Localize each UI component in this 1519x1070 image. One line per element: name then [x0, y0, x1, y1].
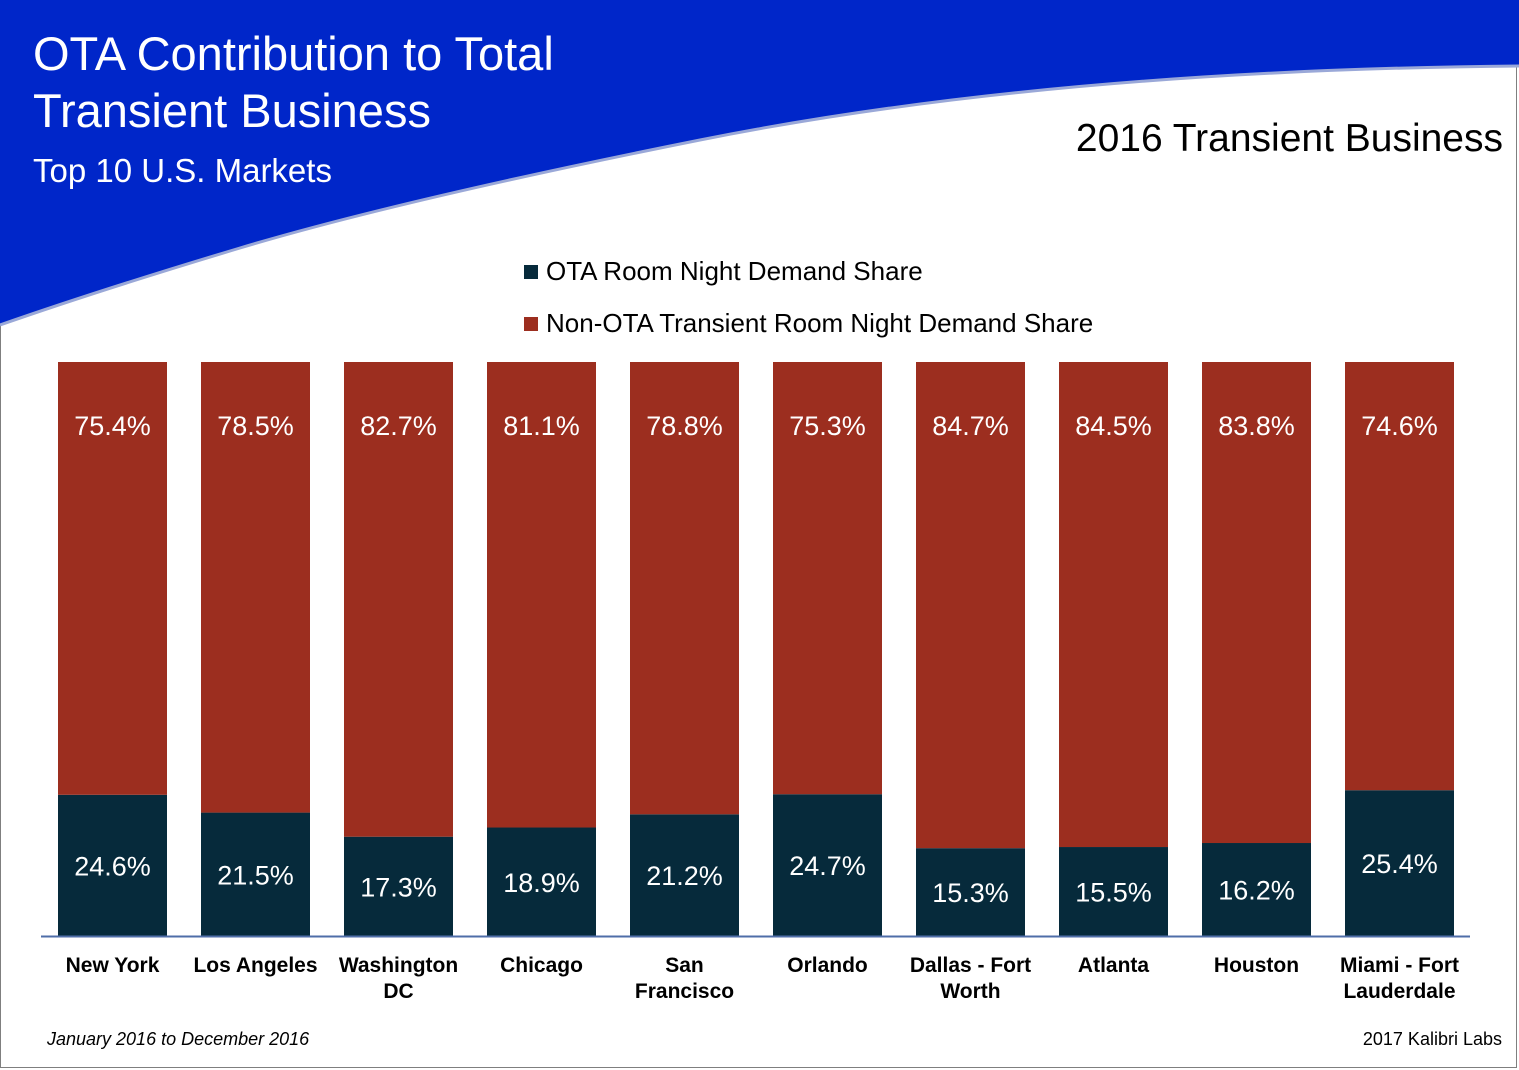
- data-label-ota-7: 15.5%: [1075, 878, 1152, 908]
- category-label-0: New York: [66, 954, 160, 977]
- category-label-7: Atlanta: [1078, 954, 1149, 977]
- category-label-2: Washington: [339, 954, 458, 977]
- bar-non-ota-6: [916, 362, 1025, 849]
- category-label-1: Los Angeles: [193, 954, 317, 977]
- bar-ota-9: [1345, 790, 1454, 936]
- chart-subtitle: Top 10 U.S. Markets: [33, 152, 332, 189]
- section-title: 2016 Transient Business: [1075, 117, 1503, 160]
- chart-title-line-1: OTA Contribution to Total: [33, 27, 554, 80]
- bar-ota-6: [916, 848, 1025, 936]
- data-label-non-ota-0: 75.4%: [74, 411, 151, 441]
- legend-item-non-ota: Non-OTA Transient Room Night Demand Shar…: [524, 308, 1093, 339]
- data-label-non-ota-7: 84.5%: [1075, 411, 1152, 441]
- category-label-8: Houston: [1214, 954, 1299, 977]
- category-label-3: Chicago: [500, 954, 583, 977]
- data-label-ota-8: 16.2%: [1218, 876, 1295, 906]
- bar-ota-8: [1202, 843, 1311, 936]
- bar-non-ota-1: [201, 362, 310, 813]
- bar-ota-5: [773, 794, 882, 936]
- bar-ota-7: [1059, 847, 1168, 936]
- data-label-non-ota-2: 82.7%: [360, 411, 437, 441]
- bar-non-ota-9: [1345, 362, 1454, 791]
- bar-ota-3: [487, 827, 596, 936]
- data-label-ota-4: 21.2%: [646, 861, 723, 891]
- data-label-ota-1: 21.5%: [217, 860, 294, 890]
- legend-label-ota: OTA Room Night Demand Share: [546, 256, 923, 286]
- data-label-ota-2: 17.3%: [360, 872, 437, 902]
- date-range-note: January 2016 to December 2016: [47, 1029, 310, 1049]
- header-banner: [0, 0, 1519, 327]
- chart-title-line-2: Transient Business: [33, 84, 431, 137]
- data-label-non-ota-5: 75.3%: [789, 411, 866, 441]
- data-label-ota-6: 15.3%: [932, 878, 1009, 908]
- data-label-ota-3: 18.9%: [503, 868, 580, 898]
- category-label-9-line-2: Lauderdale: [1343, 980, 1455, 1003]
- bar-non-ota-5: [773, 362, 882, 795]
- category-label-5: Orlando: [787, 954, 868, 977]
- data-label-non-ota-8: 83.8%: [1218, 411, 1295, 441]
- category-label-9: Miami - Fort: [1340, 954, 1459, 977]
- bar-ota-0: [58, 794, 167, 936]
- bar-ota-2: [344, 836, 453, 936]
- bar-non-ota-8: [1202, 362, 1311, 844]
- bar-non-ota-0: [58, 362, 167, 795]
- bar-ota-4: [630, 814, 739, 936]
- legend-swatch-non-ota: [524, 316, 538, 331]
- banner-curve-edge: [0, 64, 1519, 327]
- category-label-6: Dallas - Fort: [910, 954, 1031, 977]
- data-label-non-ota-9: 74.6%: [1361, 411, 1438, 441]
- category-label-6-line-2: Worth: [940, 980, 1000, 1003]
- bar-non-ota-4: [630, 362, 739, 815]
- category-label-2-line-2: DC: [383, 980, 413, 1003]
- data-label-ota-5: 24.7%: [789, 851, 866, 881]
- bar-ota-1: [201, 812, 310, 936]
- data-label-non-ota-3: 81.1%: [503, 411, 580, 441]
- bar-non-ota-7: [1059, 362, 1168, 848]
- data-label-non-ota-6: 84.7%: [932, 411, 1009, 441]
- bar-non-ota-2: [344, 362, 453, 837]
- category-label-4: San: [665, 954, 704, 977]
- category-label-4-line-2: Francisco: [635, 980, 734, 1003]
- legend-swatch-ota: [524, 264, 538, 279]
- data-label-non-ota-1: 78.5%: [217, 411, 294, 441]
- data-label-non-ota-4: 78.8%: [646, 411, 723, 441]
- data-label-ota-9: 25.4%: [1361, 849, 1438, 879]
- legend-label-non-ota: Non-OTA Transient Room Night Demand Shar…: [546, 308, 1094, 338]
- bar-non-ota-3: [487, 362, 596, 828]
- data-label-ota-0: 24.6%: [74, 851, 151, 881]
- source-credit: 2017 Kalibri Labs: [1362, 1029, 1502, 1049]
- legend-item-ota: OTA Room Night Demand Share: [524, 256, 923, 287]
